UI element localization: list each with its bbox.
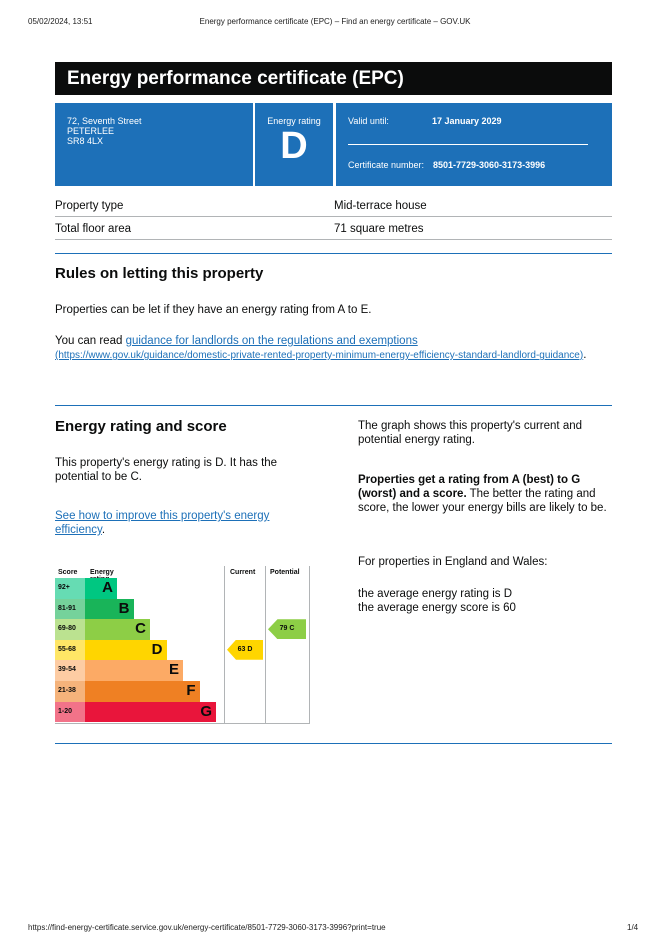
property-type-row: Property type Mid-terrace house: [55, 197, 612, 217]
current-column-header: Current: [230, 569, 256, 576]
chart-divider: [265, 566, 266, 723]
address-box: 72, Seventh Street PETERLEE SR8 4LX: [55, 103, 253, 186]
rating-bar-d: D: [85, 639, 167, 661]
rating-bar-e: E: [85, 660, 183, 681]
score-band-a: 92+: [55, 578, 85, 599]
rating-letter: E: [168, 661, 179, 679]
energy-rating-letter: D: [280, 125, 308, 167]
current-rating-arrow: 63 D: [227, 639, 263, 660]
print-url: https://find-energy-certificate.service.…: [28, 923, 386, 932]
text: The better the rating and score, the low…: [358, 488, 607, 514]
divider: [348, 144, 588, 145]
rating-bar-b: B: [85, 598, 134, 620]
print-datetime: 05/02/2024, 13:51: [28, 17, 93, 26]
rating-bar-g: G: [85, 701, 216, 723]
page-title: Energy performance certificate (EPC): [55, 62, 612, 95]
rating-bar-a: A: [85, 578, 117, 599]
bold-text: Properties get a rating from A (best) to…: [358, 474, 581, 500]
rating-letter: D: [151, 640, 163, 658]
row-label: Total floor area: [55, 223, 132, 235]
chart-baseline: [55, 723, 310, 724]
score-band-f: 21-38: [55, 681, 85, 702]
address-line: SR8 4LX: [67, 136, 104, 146]
rating-letter: C: [135, 620, 146, 638]
rating-bar-c: C: [85, 619, 150, 640]
section-divider: [55, 253, 612, 254]
valid-until-date: 17 January 2029: [432, 116, 502, 126]
chart-divider: [224, 566, 225, 723]
score-band-d: 55-68: [55, 639, 85, 661]
address-line: PETERLEE: [67, 126, 115, 136]
rating-summary: This property's energy rating is D. It h…: [55, 457, 278, 483]
address-line: 72, Seventh Street: [67, 116, 142, 126]
row-value: Mid-terrace house: [334, 200, 427, 212]
average-rating: the average energy rating is D: [358, 588, 513, 600]
print-page-number: 1/4: [627, 923, 639, 932]
rules-text: Properties can be let if they have an en…: [55, 304, 372, 316]
print-page-title: Energy performance certificate (EPC) – F…: [199, 17, 471, 26]
text: .: [101, 524, 106, 536]
rules-heading: Rules on letting this property: [55, 265, 264, 282]
rating-heading: Energy rating and score: [55, 418, 227, 435]
score-band-b: 81-91: [55, 598, 85, 620]
row-value: 71 square metres: [334, 223, 424, 235]
score-band-g: 1-20: [55, 701, 85, 723]
rating-explanation: Properties get a rating from A (best) to…: [358, 473, 608, 515]
guidance-url-link[interactable]: (https://www.gov.uk/guidance/domestic-pr…: [55, 350, 584, 361]
guidance-link[interactable]: guidance for landlords on the regulation…: [125, 335, 418, 347]
energy-rating-label: Energy rating: [267, 116, 321, 126]
text: You can read: [55, 335, 126, 347]
rules-guidance: You can read guidance for landlords on t…: [55, 334, 600, 363]
potential-rating-arrow: 79 C: [268, 619, 306, 640]
rating-letter: A: [102, 579, 113, 596]
section-divider: [55, 405, 612, 406]
potential-column-header: Potential: [270, 569, 300, 576]
valid-until-label: Valid until:: [348, 116, 389, 126]
score-band-c: 69-80: [55, 619, 85, 640]
certificate-number-label: Certificate number:: [348, 160, 425, 170]
score-band-e: 39-54: [55, 660, 85, 681]
certificate-details-box: Valid until: 17 January 2029 Certificate…: [336, 103, 612, 186]
floor-area-row: Total floor area 71 square metres: [55, 220, 612, 240]
energy-rating-box: Energy rating D: [255, 103, 333, 186]
improve-link[interactable]: See how to improve this property's energ…: [55, 510, 270, 536]
graph-description: The graph shows this property's current …: [358, 420, 583, 446]
average-score: the average energy score is 60: [358, 602, 516, 614]
row-label: Property type: [55, 200, 124, 212]
section-divider: [55, 743, 612, 744]
rating-letter: F: [186, 682, 196, 699]
chart-divider: [309, 566, 310, 723]
rating-bar-f: F: [85, 681, 200, 702]
text: .: [583, 349, 587, 361]
improve-text: See how to improve this property's energ…: [55, 509, 305, 537]
england-wales-text: For properties in England and Wales:: [358, 556, 548, 568]
rating-letter: G: [200, 702, 212, 720]
certificate-number: 8501-7729-3060-3173-3996: [433, 160, 546, 170]
rating-letter: B: [118, 599, 130, 617]
score-column-header: Score: [58, 569, 78, 576]
